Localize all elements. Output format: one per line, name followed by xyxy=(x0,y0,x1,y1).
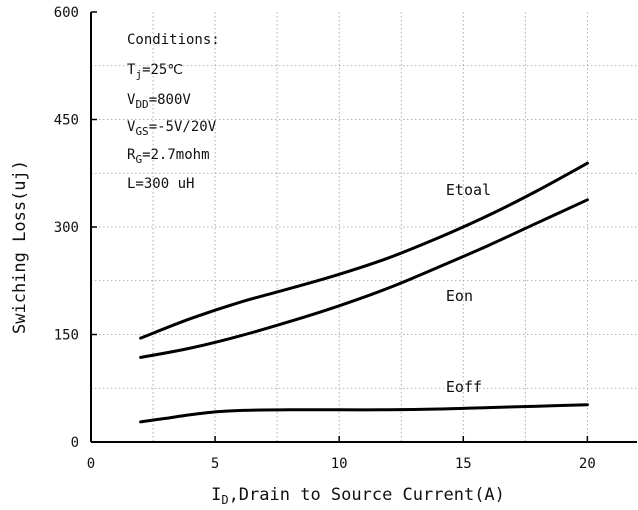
x-tick-label: 20 xyxy=(579,456,596,472)
tick-labels: 0 5 10 15 20 0 150 300 450 600 xyxy=(54,5,596,472)
x-axis-title: ID,Drain to Source Current(A) xyxy=(211,485,505,507)
y-tick-label: 150 xyxy=(54,328,79,344)
axes xyxy=(90,11,637,443)
series-label-etoal: Etoal xyxy=(446,181,491,199)
x-tick-label: 5 xyxy=(211,456,219,472)
conditions-heading: Conditions: xyxy=(127,32,220,48)
grid-lines xyxy=(91,12,637,442)
condition-rg: RG=2.7mohm xyxy=(127,147,210,166)
series-lines xyxy=(139,161,589,424)
condition-l: L=300 uH xyxy=(127,176,194,192)
series-label-eon: Eon xyxy=(446,287,473,305)
condition-tj: Tj=25℃ xyxy=(127,62,183,81)
condition-vdd: VDD=800V xyxy=(127,92,191,111)
y-axis-title: Swiching Loss(uj) xyxy=(10,160,30,334)
condition-vgs: VGS=-5V/20V xyxy=(127,119,217,138)
y-tick-label: 450 xyxy=(54,113,79,129)
y-tick-label: 0 xyxy=(71,435,79,451)
x-tick-label: 15 xyxy=(455,456,472,472)
x-tick-label: 10 xyxy=(331,456,348,472)
x-tick-label: 0 xyxy=(87,456,95,472)
series-line-etoal xyxy=(139,161,589,340)
y-tick-label: 600 xyxy=(54,5,79,21)
series-labels: Etoal Eon Eoff xyxy=(446,181,491,396)
y-tick-label: 300 xyxy=(54,220,79,236)
series-label-eoff: Eoff xyxy=(446,378,482,396)
conditions-box: Conditions: Tj=25℃ VDD=800V VGS=-5V/20V … xyxy=(127,32,220,192)
series-line-eoff xyxy=(139,403,589,424)
series-line-eon xyxy=(139,198,589,359)
